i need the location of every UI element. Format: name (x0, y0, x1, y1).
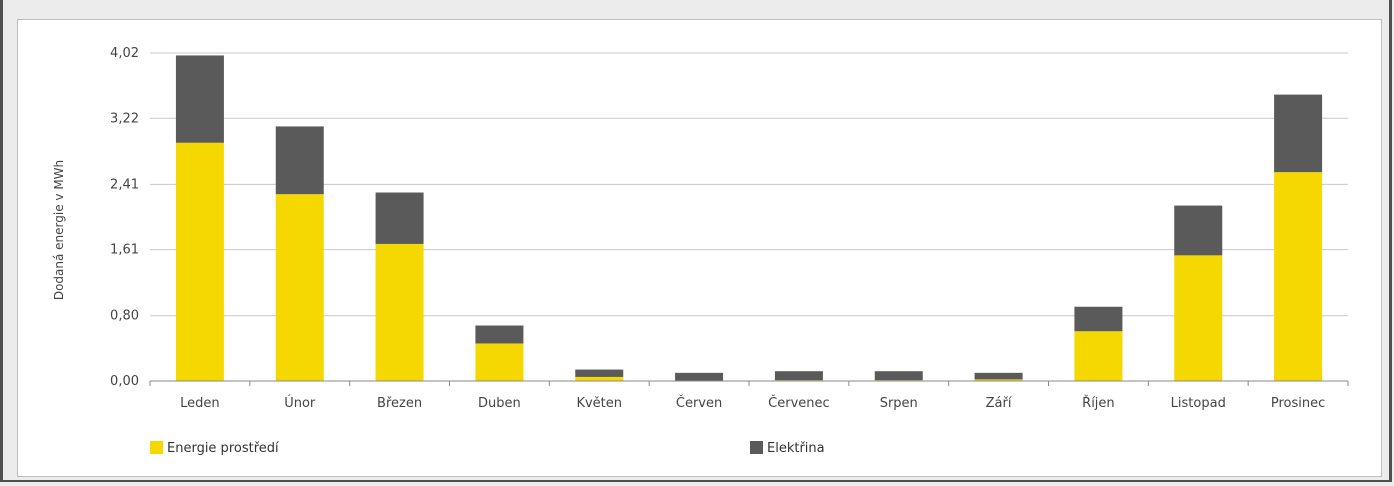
bar-elektrina (874, 371, 923, 381)
y-tick-label: 4,02 (110, 46, 139, 61)
x-tick-label: Květen (576, 396, 622, 411)
bar-elektrina (575, 369, 624, 377)
bar-energie-prostredi (275, 194, 324, 381)
legend: Energie prostředí Elektřina (150, 441, 825, 456)
x-tick-label: Únor (284, 395, 316, 411)
y-tick-label: 3,22 (110, 111, 139, 126)
legend-swatch (750, 441, 763, 454)
bar-energie-prostredi (575, 376, 624, 381)
gridlines (150, 52, 1348, 317)
x-tick-label: Září (986, 396, 1012, 411)
legend-label: Elektřina (767, 441, 825, 456)
bar-elektrina (1074, 306, 1123, 332)
x-tick-label: Srpen (880, 396, 918, 411)
axes (149, 380, 1349, 386)
x-tick-label: Prosinec (1271, 396, 1325, 411)
x-tick-label: Červen (676, 395, 722, 411)
y-tick-label: 1,61 (110, 243, 139, 258)
x-tick-label: Duben (478, 396, 521, 411)
y-tick-label: 0,00 (110, 374, 139, 389)
bar-elektrina (275, 126, 324, 195)
x-tick-label: Březen (377, 396, 422, 411)
bar-elektrina (175, 55, 224, 143)
bar-elektrina (774, 371, 823, 381)
bar-elektrina (475, 325, 524, 344)
x-tick-label: Říjen (1082, 395, 1115, 411)
y-tick-label: 2,41 (110, 177, 139, 192)
bar-energie-prostredi (974, 379, 1023, 381)
bar-energie-prostredi (175, 142, 224, 381)
x-tick-label: Leden (180, 396, 220, 411)
bar-energie-prostredi (1074, 331, 1123, 381)
chart-panel: 0,00 0,80 1,61 2,41 3,22 4,02 Leden Únor Březen… (17, 19, 1382, 477)
bar-energie-prostredi (375, 243, 424, 381)
bar-energie-prostredi (1274, 172, 1323, 381)
x-tick-labels: Leden Únor Březen Duben Květen Červen Červenec… (180, 395, 1325, 411)
bar-energie-prostredi (1174, 255, 1223, 381)
bar-elektrina (675, 372, 724, 381)
stacked-bar-chart: 0,00 0,80 1,61 2,41 3,22 4,02 Leden Únor Březen… (52, 46, 1349, 456)
bars (175, 55, 1323, 381)
x-tick-label: Červenec (768, 395, 830, 411)
y-axis-label: Dodaná energie v MWh (52, 160, 66, 300)
bar-energie-prostredi (475, 343, 524, 381)
bar-elektrina (1274, 94, 1323, 173)
legend-swatch (150, 441, 163, 454)
bar-elektrina (974, 372, 1023, 380)
legend-label: Energie prostředí (167, 441, 279, 456)
y-tick-label: 0,80 (110, 309, 139, 324)
bar-elektrina (1174, 205, 1223, 256)
y-tick-labels: 0,00 0,80 1,61 2,41 3,22 4,02 (110, 46, 139, 389)
x-tick-label: Listopad (1171, 396, 1226, 411)
bar-elektrina (375, 192, 424, 244)
